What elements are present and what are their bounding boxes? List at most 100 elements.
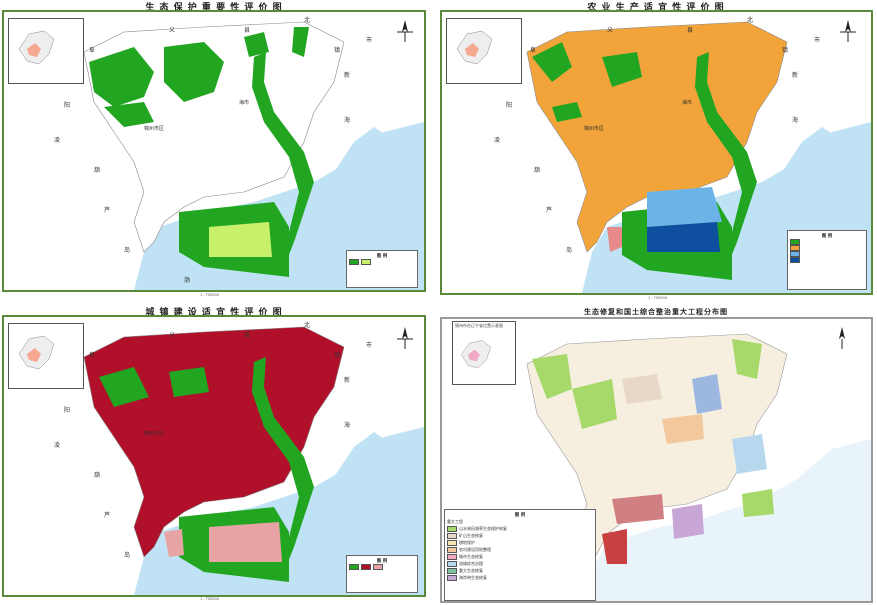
label-zhen: 镇 bbox=[782, 46, 788, 54]
label-xian: 县 bbox=[244, 332, 250, 339]
panel-agriculture: 农 业 生 产 适 宜 性 评 价 图 义 县 北 镇 市 阜 新 阳 凌 海 … bbox=[438, 0, 877, 300]
legend-subtitle: 重大工程 bbox=[447, 519, 463, 524]
north-arrow-icon bbox=[839, 327, 845, 349]
map-scale: 1 : 750000 bbox=[200, 293, 219, 297]
label-xin: 新 bbox=[344, 376, 350, 384]
label-xian: 县 bbox=[687, 27, 693, 34]
map-scale: 1 : 750000 bbox=[648, 296, 667, 300]
map-frame: 义 县 北 镇 市 阜 新 阳 凌 海 葫 芦 岛 渤 锦州市区 海市 图 例 bbox=[2, 10, 426, 292]
panel-title: 生态修复和国土综合整治重大工程分布图 bbox=[584, 308, 728, 316]
label-fu: 阜 bbox=[89, 351, 95, 359]
label-hai: 海 bbox=[792, 116, 798, 124]
label-bei: 北 bbox=[304, 16, 310, 24]
panel-urban-construction: 城 镇 建 设 适 宜 性 评 价 图 义 县 北 镇 市 阜 新 阳 凌 海 … bbox=[0, 305, 428, 605]
location-inset bbox=[8, 323, 84, 389]
label-dao: 岛 bbox=[566, 246, 572, 254]
panel-ecological-protection: 生 态 保 护 重 要 性 评 价 图 义 县 北 镇 市 阜 bbox=[0, 0, 428, 300]
legend-swatch bbox=[349, 259, 359, 265]
label-bei: 北 bbox=[747, 16, 753, 24]
map-frame: 义 县 北 镇 市 阜 新 阳 凌 海 葫 芦 岛 锦州市区 图 例 bbox=[2, 315, 426, 597]
label-yi: 义 bbox=[607, 27, 613, 34]
legend: 图 例 bbox=[787, 230, 867, 290]
legend-swatch bbox=[361, 259, 371, 265]
legend-item: 山水林田湖草生态保护修复 bbox=[447, 526, 593, 532]
legend-title: 图 例 bbox=[514, 513, 526, 518]
label-lu: 芦 bbox=[546, 206, 552, 214]
north-arrow-icon bbox=[397, 20, 413, 42]
label-yi: 义 bbox=[169, 332, 175, 339]
legend-item-label: 流域综合治理 bbox=[459, 561, 483, 566]
north-arrow-icon bbox=[840, 20, 856, 42]
location-inset bbox=[446, 18, 522, 84]
legend-swatch bbox=[447, 547, 457, 553]
legend-swatch bbox=[447, 561, 457, 567]
legend: 图 例 重大工程 山水林田湖草生态保护修复 矿山生态修复 耕地保护农村建设用地整理城… bbox=[444, 509, 596, 601]
legend-item-label: 耕地保护 bbox=[459, 540, 475, 545]
label-shi: 市 bbox=[814, 36, 820, 44]
map-urban: 义 县 北 镇 市 阜 新 阳 凌 海 葫 芦 岛 锦州市区 bbox=[54, 321, 424, 595]
location-inset bbox=[8, 18, 84, 84]
map-frame: 锦州市在辽宁省位置示意图 图 例 重大工程 山水林田湖草生态保护修复 矿山生态修复… bbox=[440, 317, 873, 603]
label-hu: 葫 bbox=[534, 166, 540, 174]
label-dao: 岛 bbox=[124, 551, 130, 559]
label-hai-city: 海市 bbox=[682, 99, 692, 106]
legend-title: 图 例 bbox=[376, 254, 388, 259]
legend-project-list: 山水林田湖草生态保护修复 矿山生态修复 耕地保护农村建设用地整理 城市生态修复 流域综合… bbox=[447, 526, 593, 581]
legend-swatch bbox=[349, 564, 359, 570]
location-inset: 锦州市在辽宁省位置示意图 bbox=[452, 321, 516, 385]
label-bo: 渤 bbox=[184, 276, 190, 284]
label-yang: 阳 bbox=[64, 406, 70, 414]
label-jinzhou: 锦州市区 bbox=[144, 125, 164, 132]
label-xin: 新 bbox=[792, 71, 798, 79]
label-hai: 海 bbox=[344, 116, 350, 124]
map-projects bbox=[526, 333, 871, 601]
label-xian: 县 bbox=[244, 27, 250, 34]
label-bei: 北 bbox=[304, 321, 310, 329]
label-hu: 葫 bbox=[94, 166, 100, 174]
legend-swatch bbox=[361, 564, 371, 570]
label-ling: 凌 bbox=[54, 441, 60, 449]
label-yang: 阳 bbox=[64, 101, 70, 109]
map-ecological: 义 县 北 镇 市 阜 新 阳 凌 海 葫 芦 岛 渤 锦州市区 海市 bbox=[54, 16, 424, 290]
label-fu: 阜 bbox=[89, 46, 95, 54]
label-zhen: 镇 bbox=[334, 351, 340, 359]
map-scale: 1 : 750000 bbox=[200, 597, 219, 601]
label-lu: 芦 bbox=[104, 511, 110, 519]
label-hai-city: 海市 bbox=[239, 99, 249, 106]
legend-swatch bbox=[447, 533, 457, 539]
legend-item-label: 重大生态修复 bbox=[459, 568, 483, 573]
legend: 图 例 bbox=[346, 555, 418, 593]
panel-title: 生 态 保 护 重 要 性 评 价 图 bbox=[145, 3, 283, 13]
label-ling: 凌 bbox=[494, 136, 500, 144]
legend-item-label: 城市生态修复 bbox=[459, 554, 483, 559]
legend-swatch bbox=[790, 257, 800, 263]
legend-title: 图 例 bbox=[821, 234, 833, 239]
north-arrow-icon bbox=[397, 327, 413, 349]
label-yi: 义 bbox=[169, 27, 175, 34]
legend-item: 流域综合治理 bbox=[447, 561, 593, 567]
panel-title: 农 业 生 产 适 宜 性 评 价 图 bbox=[587, 3, 725, 13]
label-ling: 凌 bbox=[54, 136, 60, 144]
inset-caption: 锦州市在辽宁省位置示意图 bbox=[455, 323, 503, 328]
legend-item-label: 农村建设用地整理 bbox=[459, 547, 491, 552]
legend-swatch bbox=[447, 540, 457, 546]
label-yang: 阳 bbox=[506, 101, 512, 109]
label-lu: 芦 bbox=[104, 206, 110, 214]
panel-title: 城 镇 建 设 适 宜 性 评 价 图 bbox=[145, 308, 283, 318]
legend-item-label: 矿山生态修复 bbox=[459, 533, 483, 538]
legend-swatch bbox=[447, 568, 457, 574]
legend-title: 图 例 bbox=[376, 559, 388, 564]
legend-swatch bbox=[790, 251, 800, 257]
label-zhen: 镇 bbox=[334, 46, 340, 54]
legend-item: 海岸带生态修复 bbox=[447, 575, 593, 581]
legend-swatch bbox=[447, 575, 457, 581]
legend-swatch bbox=[447, 554, 457, 560]
map-frame: 义 县 北 镇 市 阜 新 阳 凌 海 葫 芦 岛 锦州市区 海市 图 例 bbox=[440, 10, 873, 295]
label-dao: 岛 bbox=[124, 246, 130, 254]
legend-swatch bbox=[447, 526, 457, 532]
legend-item: 重大生态修复 bbox=[447, 568, 593, 574]
label-jinzhou: 锦州市区 bbox=[144, 430, 164, 437]
label-xin: 新 bbox=[344, 71, 350, 79]
legend-item: 城市生态修复 bbox=[447, 554, 593, 560]
legend-swatch bbox=[790, 239, 800, 245]
